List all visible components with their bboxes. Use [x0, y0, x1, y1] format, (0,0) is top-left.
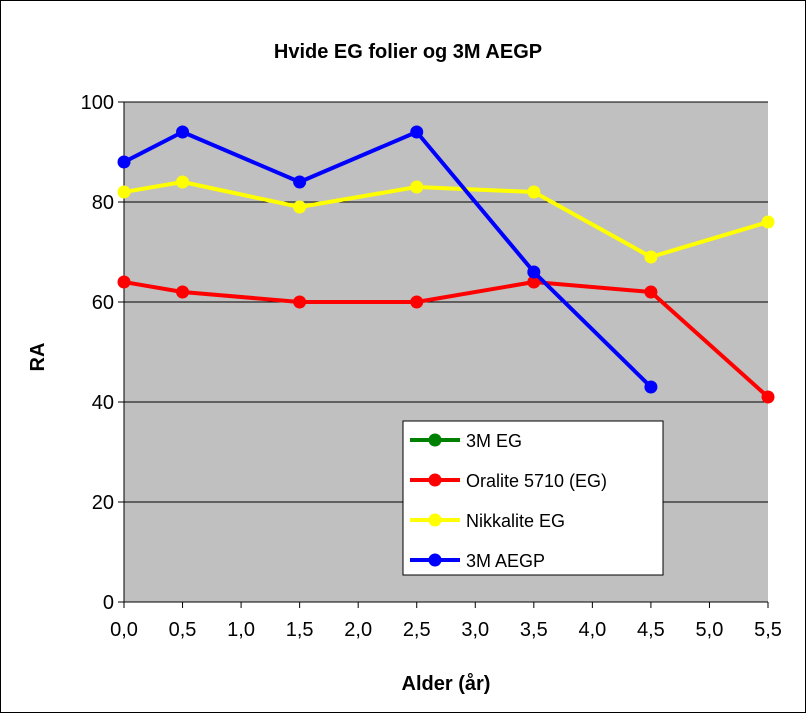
axes: [123, 102, 768, 603]
x-axis-title: Alder (år): [402, 672, 491, 695]
legend-swatch-marker: [428, 513, 442, 527]
legend-swatch-marker: [428, 553, 442, 567]
data-point: [176, 285, 190, 299]
y-tick-label: 0: [103, 592, 114, 614]
x-tick-label: 0,0: [110, 619, 138, 641]
legend-item-3m-eg: 3M EG: [410, 431, 522, 451]
series-layer: [117, 125, 775, 404]
legend-label: Oralite 5710 (EG): [466, 471, 607, 491]
legend-swatch-marker: [428, 473, 442, 487]
data-point: [293, 175, 307, 189]
legend-box: [402, 420, 664, 576]
data-point: [117, 155, 131, 169]
x-axis-ticks: 0,0 0,5 1,0 1,5 2,0 2,5 3,0 3,5 4,0 4,5 5,0 5,5: [110, 602, 782, 641]
x-tick-label: 2,0: [344, 619, 372, 641]
x-tick-label: 5,5: [754, 619, 782, 641]
legend-item-3m-aegp: 3M AEGP: [410, 551, 545, 571]
data-point: [410, 125, 424, 139]
x-tick-label: 5,0: [696, 619, 724, 641]
y-tick-label: 60: [92, 292, 114, 314]
series-oralite-5710-eg: [117, 275, 775, 404]
data-point: [293, 200, 307, 214]
data-point: [117, 275, 131, 289]
series-nikkalite-eg: [117, 175, 775, 264]
data-point: [176, 175, 190, 189]
data-point: [644, 285, 658, 299]
legend-label: 3M EG: [466, 431, 522, 451]
x-tick-label: 3,0: [461, 619, 489, 641]
legend-label: Nikkalite EG: [466, 511, 565, 531]
data-point: [644, 380, 658, 394]
data-point: [527, 185, 541, 199]
chart-title: Hvide EG folier og 3M AEGP: [274, 41, 542, 63]
y-tick-label: 80: [92, 192, 114, 214]
legend-swatch-marker: [428, 433, 442, 447]
x-tick-label: 3,5: [520, 619, 548, 641]
y-axis-ticks: 0 20 40 60 80 100: [81, 92, 124, 614]
data-point: [176, 125, 190, 139]
data-point: [410, 295, 424, 309]
x-tick-label: 2,5: [403, 619, 431, 641]
x-tick-label: 1,5: [286, 619, 314, 641]
series-line: [123, 130, 653, 389]
data-point: [410, 180, 424, 194]
x-tick-label: 4,5: [637, 619, 665, 641]
data-point: [293, 295, 307, 309]
y-tick-label: 100: [81, 92, 114, 114]
y-axis-title: RA: [27, 343, 49, 372]
x-tick-label: 0,5: [169, 619, 197, 641]
y-tick-label: 20: [92, 492, 114, 514]
data-point: [761, 215, 775, 229]
legend: 3M EG Oralite 5710 (EG) Nikkalite EG 3M AEG…: [402, 420, 664, 576]
legend-label: 3M AEGP: [466, 551, 545, 571]
legend-item-nikkalite-eg: Nikkalite EG: [410, 511, 565, 531]
data-point: [644, 250, 658, 264]
data-point: [117, 185, 131, 199]
x-tick-label: 4,0: [578, 619, 606, 641]
y-tick-label: 40: [92, 392, 114, 414]
legend-item-oralite-5710-eg: Oralite 5710 (EG): [410, 471, 607, 491]
x-tick-label: 1,0: [227, 619, 255, 641]
data-point: [761, 390, 775, 404]
data-point: [527, 275, 541, 289]
series-3m-aegp: [117, 125, 658, 394]
data-point: [527, 265, 541, 279]
